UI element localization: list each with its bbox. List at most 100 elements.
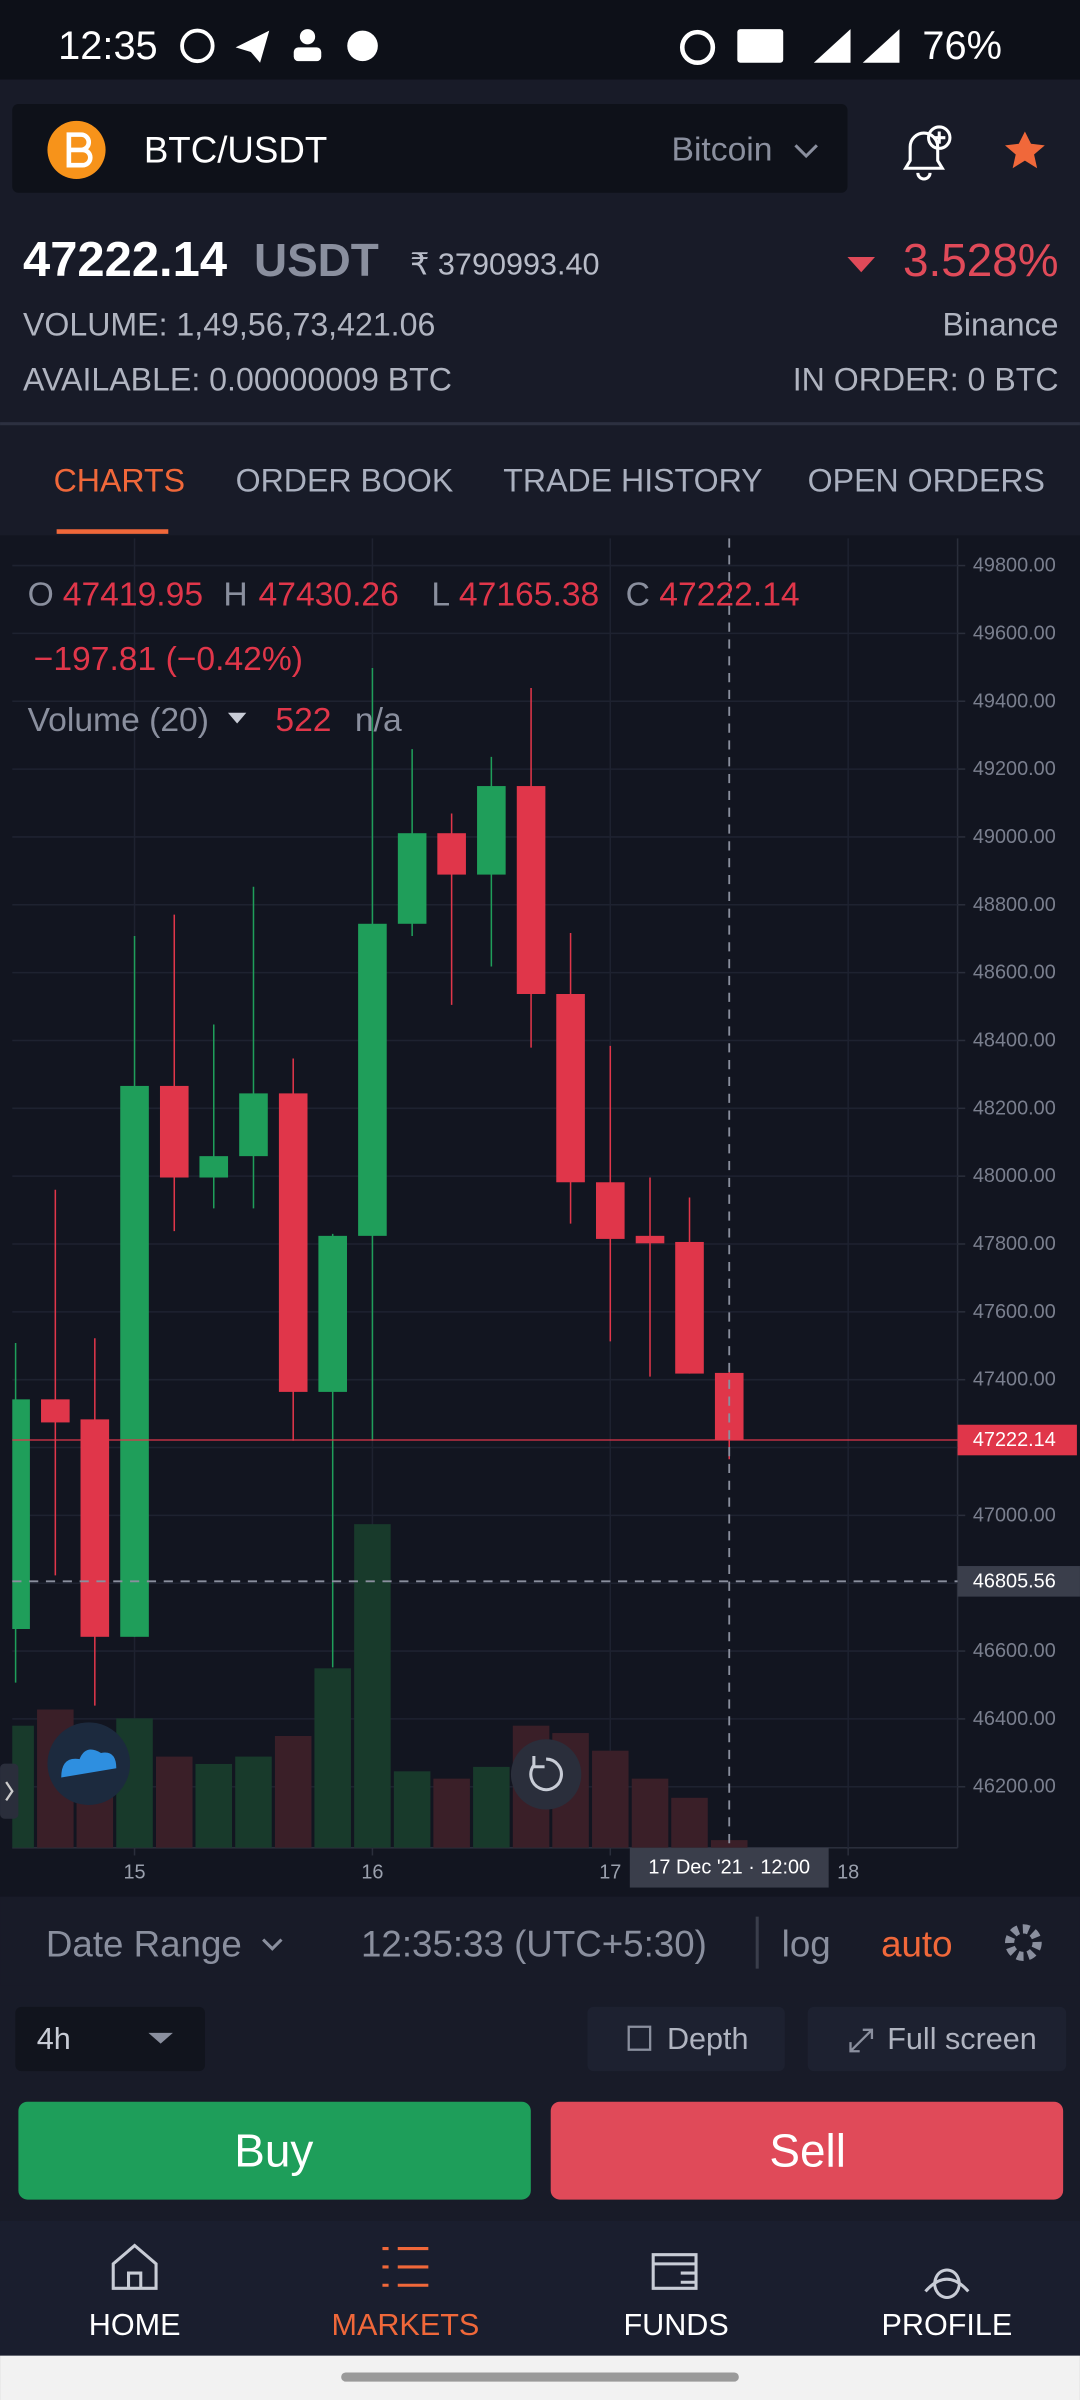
date-range[interactable]: Date Range [46, 1924, 242, 1965]
coin-glyph [66, 132, 93, 168]
legend-change: −197.81 (−0.42%) [34, 641, 303, 678]
candle-body [159, 1085, 189, 1178]
candle-body [120, 1085, 149, 1637]
fullscreen-label: Full screen [887, 2022, 1037, 2056]
candle-body [358, 923, 387, 1236]
legend-key: H [223, 577, 247, 614]
price-change: 3.528% [903, 234, 1059, 286]
legend-value: 47430.26 [259, 577, 399, 614]
crosshair-time-badge [629, 1847, 829, 1888]
in-order-balance: IN ORDER: 0 BTC [793, 361, 1059, 397]
legend-value: 47222.14 [659, 577, 799, 614]
sell-label: Sell [769, 2125, 846, 2177]
settings-button[interactable] [1005, 1924, 1042, 1961]
volume-legend-value: 522 [275, 702, 331, 739]
legend-key: O [28, 577, 54, 614]
nav-item[interactable]: HOME [89, 2308, 181, 2342]
x-tick-label: 18 [837, 1861, 859, 1883]
nav-labels: HOME MARKETS FUNDS PROFILE [89, 2308, 1013, 2342]
depth-button[interactable] [587, 2006, 785, 2072]
favorite-button[interactable] [1005, 131, 1045, 169]
divider [0, 422, 1080, 426]
divider [755, 1916, 759, 1969]
y-tick-label: 47800.00 [973, 1233, 1056, 1255]
down-arrow [847, 256, 875, 273]
legend-value: 47419.95 [63, 577, 203, 614]
volume-24h: VOLUME: 1,49,56,73,421.06 [23, 306, 435, 342]
chart-panel [0, 535, 1080, 1897]
candle-body [41, 1399, 70, 1423]
candle-body [516, 786, 546, 994]
coin-name: Bitcoin [672, 131, 773, 168]
legend-value: 47165.38 [459, 577, 599, 614]
crosshair-time-label: 17 Dec '21 · 12:00 [648, 1857, 810, 1879]
volume-bar [235, 1756, 272, 1848]
pair-name: BTC/USDT [144, 129, 328, 170]
y-tick-label: 48800.00 [973, 894, 1056, 916]
log-toggle[interactable]: log [782, 1924, 831, 1965]
volume-bar [354, 1524, 391, 1848]
interval: 4h [37, 2022, 71, 2056]
candle-body [477, 786, 506, 875]
buy-button[interactable] [18, 2101, 531, 2200]
nav-item[interactable]: FUNDS [623, 2308, 728, 2342]
candle-body [239, 1093, 268, 1157]
pair-selector[interactable] [12, 104, 848, 193]
status-bar [0, 0, 1080, 80]
auto-toggle[interactable]: auto [881, 1924, 952, 1965]
candle-body [556, 993, 585, 1183]
alert-button[interactable] [902, 125, 952, 181]
tab-underline [56, 529, 169, 534]
crosshair-price-badge [957, 1566, 1080, 1597]
candle-body [80, 1419, 110, 1637]
y-tick-label: 49400.00 [973, 690, 1056, 712]
y-tick-label: 48200.00 [973, 1097, 1056, 1119]
y-tick-label: 46400.00 [973, 1708, 1056, 1730]
nav-item[interactable]: PROFILE [881, 2308, 1012, 2342]
interval-select[interactable] [15, 2006, 206, 2072]
candle-body [199, 1156, 229, 1178]
sell-button[interactable] [550, 2101, 1064, 2200]
x-tick-label: 16 [361, 1861, 383, 1883]
legend-key: C [626, 577, 650, 614]
y-tick-label: 47600.00 [973, 1301, 1056, 1323]
nav-item[interactable]: MARKETS [331, 2308, 479, 2342]
fullscreen-button[interactable] [807, 2006, 1067, 2072]
volume-bar [314, 1668, 351, 1848]
y-tick-label: 49000.00 [973, 826, 1056, 848]
available-balance: AVAILABLE: 0.00000009 BTC [23, 361, 452, 397]
bottom-nav [0, 2221, 1080, 2356]
chart: 49800.00 49600.00 49400.00 49200.00 49000.00… [12, 538, 1080, 1888]
clock: 12:35:33 (UTC+5:30) [361, 1924, 707, 1965]
y-tick-label: 47000.00 [973, 1504, 1056, 1526]
side-toggle[interactable] [0, 1763, 19, 1819]
volume-bar [12, 1725, 34, 1848]
candle-body [278, 1093, 308, 1392]
depth-label: Depth [667, 2022, 749, 2056]
chevron [262, 1938, 283, 1951]
tab[interactable]: CHARTS [54, 462, 185, 498]
candle-body [675, 1241, 704, 1374]
reset-button[interactable] [510, 1739, 582, 1810]
tab[interactable]: TRADE HISTORY [503, 462, 762, 498]
volume-legend-ma: n/a [355, 702, 402, 739]
volume-bar [195, 1763, 233, 1848]
volume-legend-label[interactable]: Volume (20) [28, 702, 209, 739]
status-battery: 76% [922, 24, 1002, 68]
volume-bar [155, 1756, 193, 1848]
buy-label: Buy [234, 2125, 313, 2177]
last-price: 47222.14 [23, 233, 227, 287]
volume-bar [631, 1778, 669, 1848]
y-tick-label: 47400.00 [973, 1369, 1056, 1391]
volume-bar [433, 1778, 470, 1848]
candle-body [595, 1182, 625, 1239]
dropdown-arrow [148, 2032, 173, 2044]
gesture-pill [341, 2372, 739, 2382]
plot-area [12, 668, 748, 1848]
y-tick-label: 48000.00 [973, 1165, 1056, 1187]
candle-body [12, 1399, 30, 1630]
tab[interactable]: ORDER BOOK [236, 462, 454, 498]
tab[interactable]: OPEN ORDERS [808, 462, 1045, 498]
crosshair-price-label: 46805.56 [973, 1570, 1056, 1592]
volume-bar [393, 1771, 431, 1848]
